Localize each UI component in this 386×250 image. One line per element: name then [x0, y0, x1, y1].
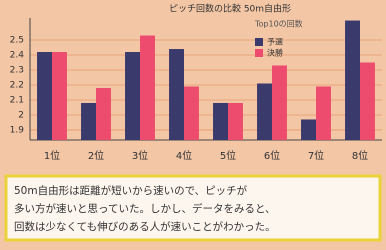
bar — [316, 86, 331, 140]
bar — [360, 63, 375, 140]
bar — [345, 21, 360, 140]
bar — [96, 88, 111, 140]
chart: ピッチ回数の比較 50m自由形 Top10の回数 1.9 2 2.1 2.2 2.3 2.… — [0, 0, 386, 246]
x-tick-label: 6位 — [264, 149, 280, 162]
bar — [52, 52, 67, 140]
x-tick-label: 7位 — [308, 149, 324, 162]
page: {"chart_data": {"type": "bar", "title": … — [0, 0, 386, 246]
note-line: 多い方が速いと思っていた。しかし、データをみると、 — [14, 202, 276, 215]
x-tick-label: 1位 — [44, 149, 60, 162]
x-tick-label: 2位 — [88, 149, 104, 162]
x-tick-label: 5位 — [220, 149, 236, 162]
y-tick-label: 2.5 — [10, 36, 24, 46]
y-tick-label: 1.9 — [10, 125, 25, 135]
bar — [169, 49, 184, 140]
legend-label: 予選 — [267, 37, 283, 47]
legend-swatch — [255, 49, 263, 57]
x-tick-label: 4位 — [176, 149, 192, 162]
y-tick-label: 2.3 — [10, 66, 24, 76]
legend-swatch — [255, 38, 263, 46]
bar — [272, 66, 287, 140]
x-tick-label: 3位 — [132, 149, 148, 162]
y-tick-label: 2.1 — [10, 95, 24, 105]
bar — [81, 103, 96, 140]
bar — [140, 36, 155, 140]
annotation: Top10の回数 — [254, 19, 303, 29]
note-line: 回数は少なくても伸びのある人が速いことがわかった。 — [14, 220, 276, 233]
bar — [228, 103, 243, 140]
bar — [125, 52, 140, 140]
note-line: 50m自由形は距離が短いから速いので、ピッチが — [14, 184, 248, 197]
y-tick-label: 2.4 — [10, 51, 25, 61]
y-tick-label: 2 — [18, 110, 24, 120]
legend-label: 決勝 — [267, 48, 283, 58]
chart-title: ピッチ回数の比較 50m自由形 — [169, 3, 291, 15]
y-tick-label: 2.2 — [10, 80, 24, 90]
bar — [37, 52, 52, 140]
x-tick-label: 8位 — [352, 149, 368, 162]
bar — [184, 86, 199, 140]
bar — [213, 103, 228, 140]
bar — [257, 83, 272, 140]
bar — [301, 119, 316, 140]
